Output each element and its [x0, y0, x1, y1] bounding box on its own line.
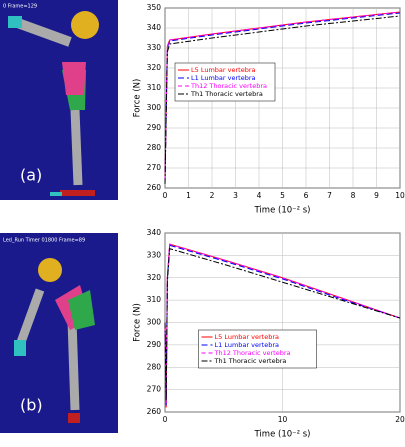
y-tick-label: 340 [147, 228, 162, 237]
x-axis-label: Time (10⁻² s) [254, 206, 311, 216]
y-tick-label: 340 [147, 23, 162, 32]
sim-image-b: Led_Run Timer 01800 Frame=89 (b) [0, 233, 118, 433]
x-tick-label: 3 [233, 191, 238, 200]
y-tick-label: 280 [147, 362, 162, 371]
y-tick-label: 260 [147, 407, 162, 416]
x-tick-label: 10 [395, 191, 405, 200]
x-tick-label: 7 [327, 191, 332, 200]
caption: 0 Frame=129 [3, 4, 37, 10]
y-tick-label: 330 [147, 43, 162, 52]
y-tick-label: 320 [147, 63, 162, 72]
legend-label: L5 Lumbar vertebra [215, 333, 279, 341]
legend-label: Th12 Thoracic vertebra [214, 349, 291, 357]
x-tick-label: 9 [374, 191, 379, 200]
y-tick-label: 270 [147, 385, 162, 394]
y-tick-label: 330 [147, 250, 162, 259]
y-tick-label: 280 [147, 143, 162, 152]
x-tick-label: 2 [210, 191, 215, 200]
x-tick-label: 8 [351, 191, 356, 200]
y-axis-label: Force (N) [133, 303, 143, 342]
caption: Led_Run Timer 01800 Frame=89 [3, 238, 85, 244]
panel-label: (a) [20, 166, 42, 185]
x-axis-label: Time (10⁻² s) [254, 430, 311, 440]
y-tick-label: 350 [147, 3, 162, 12]
x-tick-label: 5 [280, 191, 285, 200]
x-tick-label: 4 [257, 191, 262, 200]
y-tick-label: 290 [147, 123, 162, 132]
y-tick-label: 310 [147, 295, 162, 304]
y-tick-label: 300 [147, 103, 162, 112]
y-tick-label: 270 [147, 163, 162, 172]
legend-label: Th1 Thoracic vertebra [214, 357, 287, 365]
x-tick-label: 1 [186, 191, 191, 200]
x-tick-label: 20 [395, 415, 405, 424]
legend-label: L5 Lumbar vertebra [191, 66, 255, 74]
y-tick-label: 320 [147, 273, 162, 282]
x-tick-label: 0 [163, 415, 168, 424]
x-tick-label: 6 [304, 191, 309, 200]
y-axis-label: Force (N) [133, 79, 143, 118]
legend-label: L1 Lumbar vertebra [215, 341, 279, 349]
y-tick-label: 290 [147, 340, 162, 349]
sim-image-a: 0 Frame=129 (a) [0, 0, 118, 200]
legend-label: Th12 Thoracic vertebra [190, 82, 267, 90]
figure: 0 Frame=129 (a) Led_Run Timer 01800 Fram… [0, 0, 405, 443]
panel-label: (b) [20, 396, 43, 415]
x-tick-label: 0 [163, 191, 168, 200]
legend-label: L1 Lumbar vertebra [191, 74, 255, 82]
y-tick-label: 260 [147, 183, 162, 192]
legend-label: Th1 Thoracic vertebra [190, 90, 263, 98]
y-tick-label: 300 [147, 318, 162, 327]
y-tick-label: 310 [147, 83, 162, 92]
x-tick-label: 10 [278, 415, 288, 424]
